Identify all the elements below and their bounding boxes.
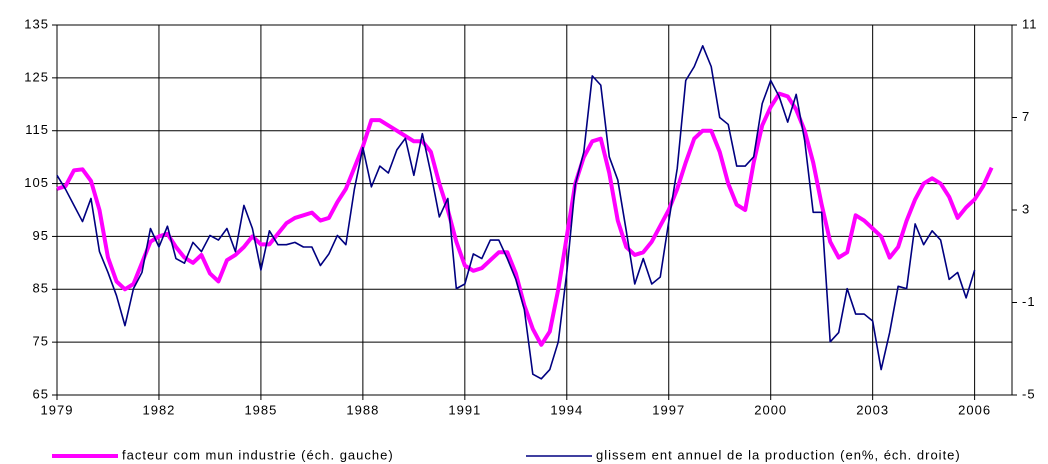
legend-label: facteur com mun industrie (éch. gauche) bbox=[122, 447, 394, 462]
x-tick-label: 2000 bbox=[754, 402, 787, 417]
x-tick-label: 1982 bbox=[142, 402, 175, 417]
plot-frame bbox=[56, 24, 1013, 396]
x-tick-label: 1985 bbox=[244, 402, 277, 417]
y-tick-label: 125 bbox=[24, 69, 49, 84]
x-tick-label: 2003 bbox=[856, 402, 889, 417]
y2-tick-label: 7 bbox=[1022, 109, 1030, 124]
y-tick-label: 65 bbox=[33, 386, 49, 401]
y-tick-label: 95 bbox=[33, 228, 49, 243]
x-tick-label: 1991 bbox=[448, 402, 481, 417]
x-tick-label: 1994 bbox=[550, 402, 583, 417]
series-line bbox=[56, 45, 976, 380]
y-tick-label: 75 bbox=[33, 334, 49, 349]
y2-tick-label: -1 bbox=[1022, 294, 1036, 309]
series-line bbox=[56, 91, 994, 347]
y2-tick-label: 11 bbox=[1022, 16, 1038, 31]
x-tick-label: 1979 bbox=[41, 402, 74, 417]
y-tick-label: 135 bbox=[24, 16, 49, 31]
legend-label: glissem ent annuel de la production (en%… bbox=[596, 447, 961, 462]
x-tick-label: 1997 bbox=[652, 402, 685, 417]
x-tick-label: 2006 bbox=[958, 402, 991, 417]
y-tick-label: 105 bbox=[24, 175, 49, 190]
y-tick-label: 115 bbox=[25, 122, 49, 137]
y2-tick-label: -5 bbox=[1022, 386, 1036, 401]
y2-tick-label: 3 bbox=[1022, 201, 1030, 216]
y-tick-label: 85 bbox=[33, 281, 49, 296]
x-tick-label: 1988 bbox=[346, 402, 379, 417]
